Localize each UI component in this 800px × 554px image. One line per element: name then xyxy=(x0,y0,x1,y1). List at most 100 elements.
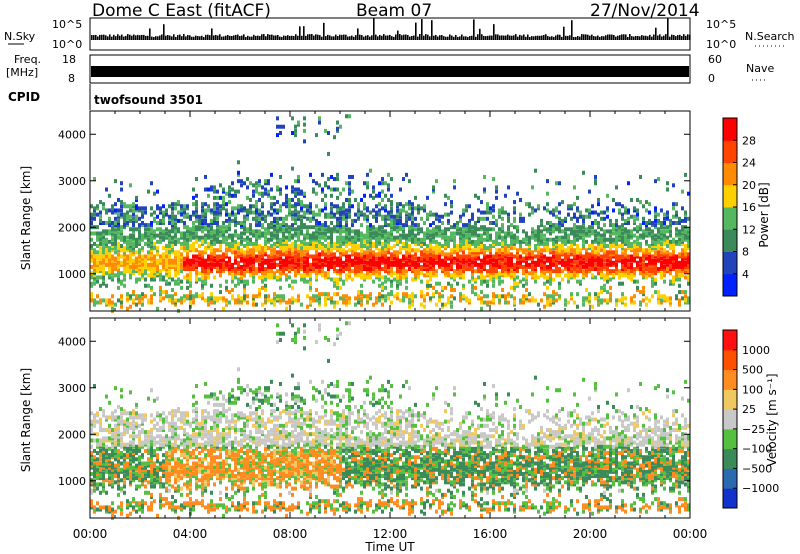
power-cell xyxy=(480,200,483,205)
power-cell xyxy=(636,212,639,217)
power-cell xyxy=(588,208,591,213)
power-cell xyxy=(591,252,594,257)
power-cell xyxy=(651,281,654,286)
power-cell xyxy=(447,271,450,276)
power-cell xyxy=(396,229,399,234)
power-cell xyxy=(180,204,183,209)
power-cell xyxy=(540,239,543,244)
power-cell xyxy=(543,281,546,286)
power-cell xyxy=(504,294,507,299)
power-cell xyxy=(366,298,369,303)
power-cell xyxy=(183,233,186,238)
power-cell xyxy=(342,241,345,246)
power-cell xyxy=(141,262,144,267)
power-cell xyxy=(606,300,609,305)
power-cell xyxy=(96,262,99,267)
power-cell xyxy=(114,235,117,240)
power-cell xyxy=(438,262,441,267)
power-cell xyxy=(309,216,312,221)
power-cell xyxy=(417,210,420,215)
power-cell xyxy=(165,233,168,238)
power-cell xyxy=(345,239,348,244)
power-cell xyxy=(261,204,264,209)
power-cell xyxy=(621,281,624,286)
power-cell xyxy=(237,204,240,209)
power-cell xyxy=(381,216,384,221)
power-cell xyxy=(168,294,171,299)
power-cell xyxy=(408,267,411,272)
power-cell xyxy=(498,262,501,267)
power-cell xyxy=(99,221,102,225)
power-cell xyxy=(537,258,540,263)
nsky-bar xyxy=(677,35,679,40)
power-cell xyxy=(243,285,246,290)
power-cell xyxy=(510,241,513,246)
power-cell xyxy=(534,279,537,284)
power-cell xyxy=(324,183,327,188)
power-cell xyxy=(513,264,516,269)
power-cell xyxy=(108,252,111,257)
power-cell xyxy=(168,237,171,242)
power-cell xyxy=(336,269,339,274)
nsky-tick-bottom: 10^0 xyxy=(52,38,82,51)
power-cell xyxy=(282,202,285,207)
power-cell xyxy=(648,202,651,207)
power-cell xyxy=(294,254,297,259)
power-cell xyxy=(579,210,582,215)
power-cell xyxy=(240,271,243,276)
power-cell xyxy=(171,262,174,267)
power-cell xyxy=(357,294,360,299)
power-cell xyxy=(378,298,381,303)
power-cell xyxy=(276,241,279,246)
power-cell xyxy=(639,235,642,240)
power-cell xyxy=(237,296,240,301)
power-cell xyxy=(375,252,378,257)
power-cell xyxy=(171,225,174,230)
power-cell xyxy=(636,197,639,202)
power-cell xyxy=(333,187,336,192)
power-cell xyxy=(210,187,213,192)
power-cell xyxy=(309,277,312,282)
power-cell xyxy=(285,241,288,246)
power-cell xyxy=(573,233,576,238)
power-cell xyxy=(195,277,198,282)
power-cell xyxy=(459,275,462,280)
power-cell xyxy=(402,244,405,249)
power-cell xyxy=(162,235,165,240)
power-cell xyxy=(186,212,189,217)
power-cell xyxy=(426,292,429,297)
power-cell xyxy=(417,262,420,267)
nsky-bar xyxy=(165,35,167,40)
power-cell xyxy=(384,254,387,259)
power-cell xyxy=(153,292,156,297)
power-cell xyxy=(435,225,438,230)
power-cell xyxy=(429,210,432,215)
power-cell xyxy=(642,235,645,240)
power-cell xyxy=(495,237,498,242)
power-cell xyxy=(399,250,402,255)
power-cell xyxy=(246,216,249,221)
power-cell xyxy=(642,290,645,295)
power-cell xyxy=(390,300,393,305)
power-cell xyxy=(321,208,324,213)
power-cell xyxy=(528,292,531,297)
power-cell xyxy=(480,250,483,255)
nsky-bar xyxy=(243,34,245,40)
power-cell xyxy=(345,208,348,213)
power-cell xyxy=(618,254,621,259)
nsky-bar xyxy=(687,34,689,40)
power-cell xyxy=(639,174,642,179)
power-cell xyxy=(597,298,600,303)
power-cell xyxy=(588,210,591,215)
power-cell xyxy=(555,267,558,272)
power-cell xyxy=(378,267,381,272)
power-cell xyxy=(342,212,345,217)
power-cell xyxy=(315,246,318,251)
power-cell xyxy=(498,298,501,303)
power-cell xyxy=(342,248,345,253)
power-cell xyxy=(297,262,300,267)
power-cell xyxy=(495,264,498,269)
power-cell xyxy=(261,271,264,276)
power-cell xyxy=(636,285,639,290)
power-cell xyxy=(615,302,618,307)
